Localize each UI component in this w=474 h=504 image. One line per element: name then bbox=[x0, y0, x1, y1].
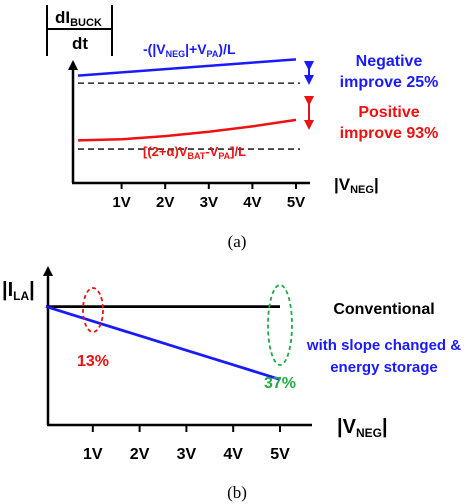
legend-conventional: Conventional bbox=[333, 301, 434, 318]
x-tick-label-a-1: 1V bbox=[112, 194, 130, 211]
caption-b: (b) bbox=[227, 483, 247, 502]
x-tick-label-a-3: 3V bbox=[200, 194, 218, 211]
chart-a: dIBUCK dt 1V 2V 3V 4V 5V |VNEG| -(|VNEG|+VPA… bbox=[46, 5, 439, 251]
series-line-a-1 bbox=[77, 118, 297, 142]
ellipse-13-percent bbox=[82, 287, 104, 333]
xlabel-b: |VNEG| bbox=[337, 416, 388, 440]
series-line-a-0 bbox=[77, 58, 297, 77]
annotation-negative-line2: improve 25% bbox=[340, 74, 439, 91]
ylabel-b: |ILA| bbox=[2, 279, 35, 303]
x-tick-label-b-1: 1V bbox=[83, 446, 103, 463]
annotation-positive-line2: improve 93% bbox=[340, 125, 439, 142]
chart-b: |ILA| 1V 2V 3V 4V 5V |VNEG| 13% 37% Conventi… bbox=[2, 266, 461, 502]
ellipse-37-percent bbox=[267, 284, 293, 366]
ylabel-a-numerator: dIBUCK bbox=[55, 8, 102, 29]
x-tick-label-a-4: 4V bbox=[243, 194, 261, 211]
annotation-37-percent: 37% bbox=[264, 375, 296, 392]
xlabel-a: |VNEG| bbox=[334, 175, 379, 196]
x-tick-label-a-2: 2V bbox=[156, 194, 174, 211]
series-a-blue-label: -(|VNEG|+VPA)/L bbox=[143, 41, 236, 59]
ylabel-a-denominator: dt bbox=[72, 34, 88, 53]
x-tick-label-b-2: 2V bbox=[130, 446, 150, 463]
x-tick-label-b-5: 5V bbox=[270, 446, 290, 463]
series-line-b-1 bbox=[45, 305, 281, 381]
legend-slope-line2: energy storage bbox=[330, 359, 438, 376]
x-tick-label-b-3: 3V bbox=[177, 446, 197, 463]
annotation-negative-line1: Negative bbox=[356, 53, 423, 70]
legend-slope-line1: with slope changed & bbox=[306, 337, 461, 354]
x-tick-label-b-4: 4V bbox=[223, 446, 243, 463]
annotation-positive-line1: Positive bbox=[358, 104, 419, 121]
caption-a: (a) bbox=[228, 232, 247, 251]
annotation-13-percent: 13% bbox=[77, 353, 109, 370]
x-tick-label-a-5: 5V bbox=[287, 194, 305, 211]
series-a-red-label: [(2+α)VBAT-VPA]/L bbox=[143, 144, 246, 161]
